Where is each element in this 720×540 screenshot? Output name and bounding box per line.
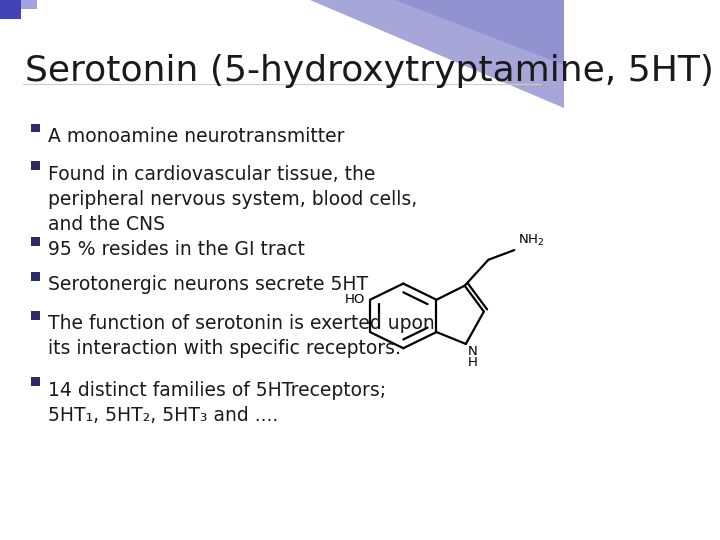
Text: NH$_2$: NH$_2$ (518, 233, 544, 248)
Text: Serotonin (5-hydroxytryptamine, 5HT): Serotonin (5-hydroxytryptamine, 5HT) (25, 54, 714, 88)
Text: HO: HO (345, 293, 366, 306)
Polygon shape (31, 161, 40, 170)
Polygon shape (31, 377, 40, 386)
Text: N: N (468, 345, 478, 358)
Text: Found in cardiovascular tissue, the
peripheral nervous system, blood cells,
and : Found in cardiovascular tissue, the peri… (48, 165, 417, 234)
Polygon shape (0, 0, 22, 19)
Polygon shape (31, 124, 40, 132)
Polygon shape (310, 0, 564, 108)
Text: 14 distinct families of 5HTreceptors;
5HT₁, 5HT₂, 5HT₃ and ....: 14 distinct families of 5HTreceptors; 5H… (48, 381, 386, 424)
Text: 95 % resides in the GI tract: 95 % resides in the GI tract (48, 240, 305, 259)
Text: A monoamine neurotransmitter: A monoamine neurotransmitter (48, 127, 344, 146)
Polygon shape (31, 272, 40, 281)
Polygon shape (31, 237, 40, 246)
Polygon shape (395, 0, 564, 65)
Polygon shape (22, 0, 37, 9)
Text: The function of serotonin is exerted upon
its interaction with specific receptor: The function of serotonin is exerted upo… (48, 314, 435, 358)
Polygon shape (31, 311, 40, 320)
Text: H: H (468, 356, 478, 369)
Text: Serotonergic neurons secrete 5HT: Serotonergic neurons secrete 5HT (48, 275, 368, 294)
